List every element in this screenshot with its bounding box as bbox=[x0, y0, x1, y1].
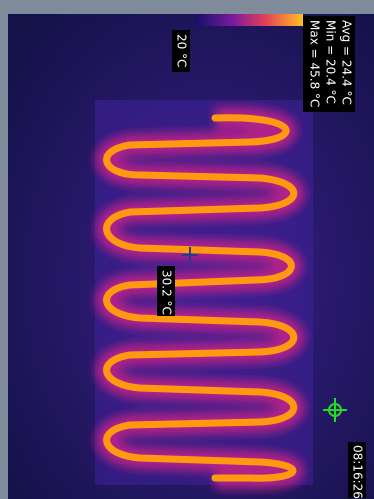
page: 20 °C Avg = 24.4 °C Min = 20.4 °C Max = … bbox=[0, 0, 374, 499]
timestamp: 08:16:26 bbox=[351, 445, 365, 499]
scale-min-label: 20 °C bbox=[175, 34, 189, 67]
color-scale bbox=[195, 14, 303, 26]
stat-max: Max = 45.8 °C bbox=[308, 20, 322, 107]
spot-label: 30.2 °C bbox=[160, 270, 174, 315]
stat-min: Min = 20.4 °C bbox=[324, 20, 338, 104]
stat-avg: Avg = 24.4 °C bbox=[340, 20, 354, 105]
thermal-view: 20 °C Avg = 24.4 °C Min = 20.4 °C Max = … bbox=[0, 0, 374, 499]
